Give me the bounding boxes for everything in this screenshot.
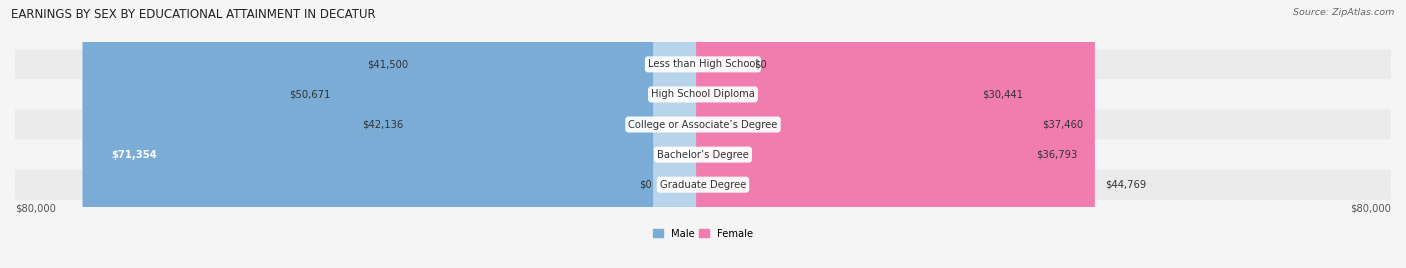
- Text: $50,671: $50,671: [288, 90, 330, 99]
- Text: $42,136: $42,136: [363, 120, 404, 129]
- Text: $37,460: $37,460: [1042, 120, 1084, 129]
- FancyBboxPatch shape: [696, 0, 1026, 268]
- FancyBboxPatch shape: [696, 0, 972, 268]
- FancyBboxPatch shape: [15, 79, 1391, 110]
- Text: $44,769: $44,769: [1105, 180, 1146, 190]
- Text: $36,793: $36,793: [1036, 150, 1078, 160]
- Text: Bachelor’s Degree: Bachelor’s Degree: [657, 150, 749, 160]
- FancyBboxPatch shape: [339, 0, 710, 268]
- FancyBboxPatch shape: [15, 140, 1391, 170]
- FancyBboxPatch shape: [260, 0, 710, 268]
- Text: Graduate Degree: Graduate Degree: [659, 180, 747, 190]
- Text: $41,500: $41,500: [367, 59, 409, 69]
- FancyBboxPatch shape: [696, 0, 1095, 268]
- Text: $30,441: $30,441: [981, 90, 1024, 99]
- FancyBboxPatch shape: [15, 110, 1391, 140]
- Text: College or Associate’s Degree: College or Associate’s Degree: [628, 120, 778, 129]
- FancyBboxPatch shape: [333, 0, 710, 268]
- Text: $80,000: $80,000: [1350, 203, 1391, 213]
- Text: $0: $0: [638, 180, 651, 190]
- FancyBboxPatch shape: [15, 170, 1391, 200]
- Text: $0: $0: [755, 59, 768, 69]
- FancyBboxPatch shape: [696, 0, 1032, 268]
- FancyBboxPatch shape: [696, 0, 752, 268]
- Text: High School Diploma: High School Diploma: [651, 90, 755, 99]
- Text: $71,354: $71,354: [111, 150, 156, 160]
- Legend: Male, Female: Male, Female: [652, 229, 754, 239]
- FancyBboxPatch shape: [83, 0, 710, 268]
- Text: Source: ZipAtlas.com: Source: ZipAtlas.com: [1294, 8, 1395, 17]
- Text: EARNINGS BY SEX BY EDUCATIONAL ATTAINMENT IN DECATUR: EARNINGS BY SEX BY EDUCATIONAL ATTAINMEN…: [11, 8, 375, 21]
- FancyBboxPatch shape: [654, 0, 710, 268]
- Text: $80,000: $80,000: [15, 203, 56, 213]
- FancyBboxPatch shape: [15, 49, 1391, 79]
- Text: Less than High School: Less than High School: [648, 59, 758, 69]
